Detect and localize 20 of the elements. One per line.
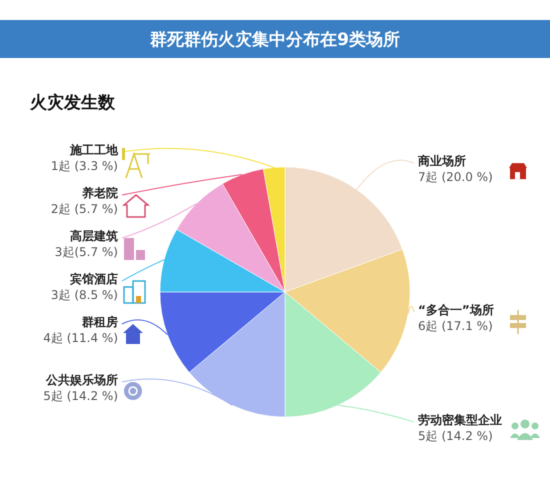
data-label: 1起 (3.3 %) — [50, 159, 118, 173]
data-label: 7起 (20.0 %) — [418, 170, 493, 184]
slice-label: 养老院 — [81, 186, 118, 200]
chart-title: 群死群伤火灾集中分布在9类场所 — [149, 30, 400, 50]
data-label: 3起 (8.5 %) — [50, 288, 118, 302]
chart-subtitle: 火灾发生数 — [30, 93, 116, 113]
slice-label: 高层建筑 — [70, 229, 118, 243]
slice-label: 群租房 — [81, 315, 118, 329]
data-label: 3起(5.7 %) — [54, 245, 118, 259]
slice-label: 宾馆酒店 — [69, 272, 118, 286]
slice-label: “多合一”场所 — [418, 303, 494, 318]
slice-label: 商业场所 — [417, 154, 466, 168]
data-label: 5起 (14.2 %) — [43, 389, 118, 403]
data-label: 4起 (11.4 %) — [43, 331, 118, 345]
data-label: 2起 (5.7 %) — [50, 202, 118, 216]
slice-label: 劳动密集型企业 — [418, 412, 502, 427]
data-label: 6起 (17.1 %) — [418, 319, 493, 334]
slice-label: 公共娱乐场所 — [45, 373, 118, 387]
slice-label: 施工工地 — [69, 143, 119, 157]
data-label: 5起 (14.2 %) — [418, 428, 493, 443]
